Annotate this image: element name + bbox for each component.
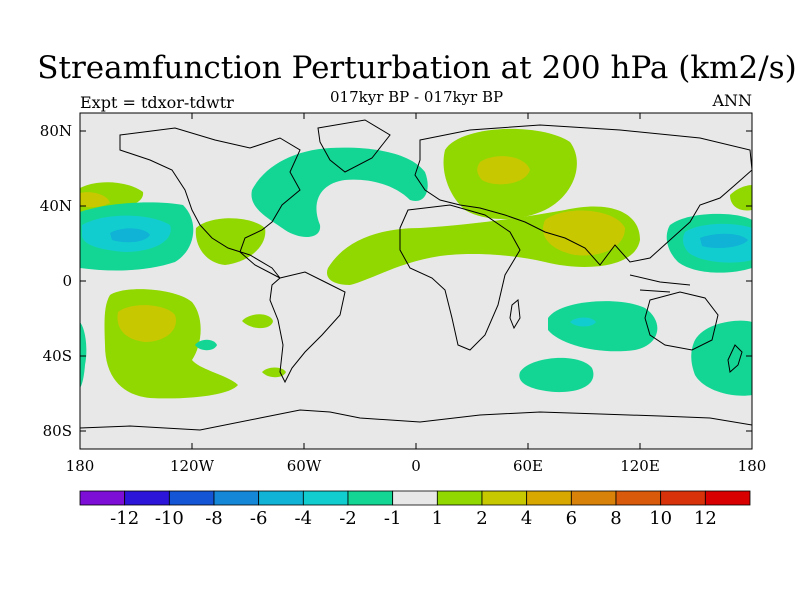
contour-sw-edge-neg: [80, 322, 87, 388]
lon-tick-label: 120E: [620, 457, 660, 475]
colorbar-label: 10: [649, 508, 673, 529]
colorbar-label: -6: [249, 508, 268, 529]
contour-s-pacific-pos2: [117, 305, 176, 342]
colorbar-swatch: [526, 490, 572, 506]
colorbar-swatch: [436, 490, 483, 506]
lat-tick-label: 40N: [39, 197, 72, 215]
lon-tick-label: 180: [737, 457, 767, 475]
colorbar-label: 2: [476, 508, 488, 529]
colorbar-swatch: [481, 490, 528, 506]
contour-nw-atlantic-pos: [730, 185, 752, 211]
colorbar-swatch: [392, 490, 438, 506]
coastlines: [80, 119, 752, 431]
colorbar-swatch: [213, 490, 260, 506]
contour-asia-pos2: [543, 210, 625, 256]
lat-tick-label: 0: [62, 272, 72, 290]
colorbar-swatch: [302, 490, 349, 506]
map-background: [80, 113, 752, 449]
contour-s-indian-neg: [519, 357, 594, 393]
colorbar-swatch: [660, 490, 706, 506]
coast-madagascar: [509, 299, 521, 330]
lon-tick-label: 120W: [169, 457, 215, 475]
coast-greenland: [317, 119, 391, 173]
contour-small-neg: [195, 339, 217, 351]
colorbar-label: -10: [154, 508, 184, 529]
colorbar-label: 6: [565, 508, 578, 529]
coast-australia: [644, 291, 719, 351]
lat-tick-label: 80N: [39, 122, 72, 140]
coast-africa: [399, 204, 521, 351]
lon-tick-label: 60W: [286, 457, 322, 475]
colorbar-swatch: [347, 490, 394, 506]
colorbar-label: 1: [431, 508, 444, 529]
colorbar-label: -1: [383, 508, 402, 529]
colorbar-swatch: [704, 490, 751, 506]
lat-tick-label: 80S: [42, 422, 72, 440]
colorbar-label: -12: [110, 508, 140, 529]
contour-n-pacific-pos2: [80, 192, 110, 208]
colorbar-label: -8: [205, 508, 223, 529]
coast-indonesia: [629, 274, 691, 293]
colorbar-swatch: [570, 490, 617, 506]
plot-subtitle: 017kyr BP - 017kyr BP: [330, 88, 504, 106]
colorbar-label: -4: [294, 508, 313, 529]
colorbar-label: 4: [520, 508, 533, 529]
colorbar-label: 12: [693, 508, 717, 529]
colorbar: [79, 490, 751, 506]
season-label: ANN: [712, 91, 752, 110]
colorbar-swatch: [615, 490, 662, 506]
colorbar-swatch: [124, 490, 170, 506]
coast-south-america: [269, 271, 346, 384]
colorbar-label: 8: [610, 508, 622, 529]
contour-fields: [80, 128, 752, 399]
colorbar-swatch: [258, 490, 304, 506]
coast-eurasia: [414, 124, 752, 266]
contour-n-pacific-neg3: [110, 228, 150, 243]
colorbar-label: -2: [339, 508, 357, 529]
lon-tick-label: 180: [65, 457, 95, 475]
coast-antarctica: [80, 409, 752, 431]
contour-europe-pos2: [477, 156, 530, 185]
contour-small-pos-1: [242, 314, 273, 329]
plot-title: Streamfunction Perturbation at 200 hPa (…: [37, 50, 797, 86]
colorbar-swatch: [79, 490, 126, 506]
lon-tick-label: 60E: [512, 457, 544, 475]
contour-sw-pacific-neg: [691, 320, 752, 396]
contour-w-pacific-neg3: [700, 233, 748, 248]
coast-new-zealand: [727, 344, 743, 373]
axis-ticks: [80, 113, 752, 449]
contour-central-america-pos: [195, 218, 266, 265]
colorbar-swatch: [168, 490, 215, 506]
coast-north-america: [119, 127, 301, 279]
contour-indian-neg2: [570, 317, 596, 327]
lon-tick-label: 0: [411, 457, 421, 475]
contour-indian-neg: [548, 301, 658, 352]
contour-n-atlantic-neg: [251, 147, 428, 237]
lat-tick-label: 40S: [42, 347, 72, 365]
experiment-label: Expt = tdxor-tdwtr: [80, 93, 234, 112]
